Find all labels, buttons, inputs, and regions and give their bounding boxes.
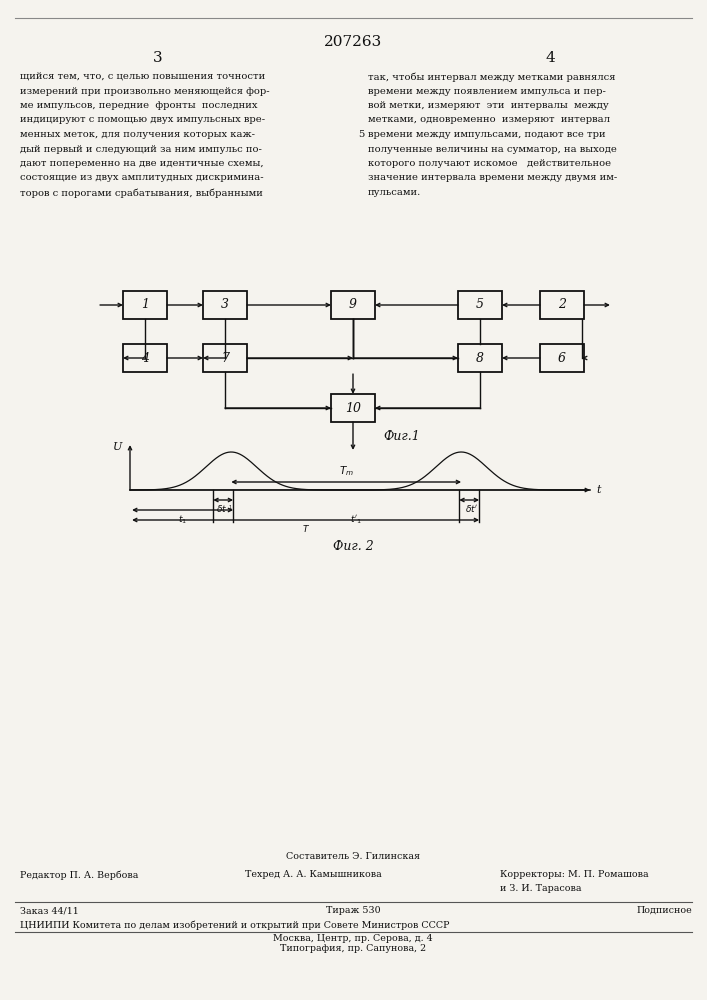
- Text: измерений при произвольно меняющейся фор-: измерений при произвольно меняющейся фор…: [20, 87, 269, 96]
- Text: 5: 5: [358, 130, 364, 139]
- Bar: [540, 344, 584, 372]
- Text: и З. И. Тарасова: и З. И. Тарасова: [500, 884, 581, 893]
- Text: 4: 4: [141, 352, 149, 364]
- Bar: [203, 344, 247, 372]
- Text: 10: 10: [345, 401, 361, 414]
- Text: состоящие из двух амплитудных дискримина-: состоящие из двух амплитудных дискримина…: [20, 174, 264, 182]
- Text: Тираж 530: Тираж 530: [326, 906, 380, 915]
- Text: 7: 7: [221, 352, 229, 364]
- Bar: [123, 344, 167, 372]
- Text: пульсами.: пульсами.: [368, 188, 421, 197]
- Text: Заказ 44/11: Заказ 44/11: [20, 906, 78, 915]
- Text: вой метки, измеряют  эти  интервалы  между: вой метки, измеряют эти интервалы между: [368, 101, 609, 110]
- Text: 3: 3: [221, 298, 229, 312]
- Text: метками, одновременно  измеряют  интервал: метками, одновременно измеряют интервал: [368, 115, 610, 124]
- Text: Подписное: Подписное: [636, 906, 692, 915]
- Text: $\delta t$: $\delta t$: [216, 503, 227, 514]
- Text: 2: 2: [558, 298, 566, 312]
- Text: $T$: $T$: [302, 523, 310, 534]
- Text: $t'_1$: $t'_1$: [350, 513, 361, 526]
- Text: U: U: [112, 442, 122, 452]
- Text: индицируют с помощью двух импульсных вре-: индицируют с помощью двух импульсных вре…: [20, 115, 265, 124]
- Bar: [123, 291, 167, 319]
- Text: $_1$: $_1$: [228, 503, 233, 512]
- Text: времени между появлением импульса и пер-: времени между появлением импульса и пер-: [368, 87, 606, 96]
- Text: 8: 8: [476, 352, 484, 364]
- Bar: [331, 291, 375, 319]
- Bar: [331, 394, 375, 422]
- Text: ме импульсов, передние  фронты  последних: ме импульсов, передние фронты последних: [20, 101, 257, 110]
- Text: $\delta t'$: $\delta t'$: [464, 503, 478, 514]
- Text: 1: 1: [141, 298, 149, 312]
- Text: t: t: [596, 485, 600, 495]
- Text: 5: 5: [476, 298, 484, 312]
- Text: 9: 9: [349, 298, 357, 312]
- Text: 3: 3: [153, 51, 163, 65]
- Text: 4: 4: [545, 51, 555, 65]
- Text: Техред А. А. Камышникова: Техред А. А. Камышникова: [245, 870, 382, 879]
- Text: торов с порогами срабатывания, выбранными: торов с порогами срабатывания, выбранным…: [20, 188, 263, 198]
- Text: Корректоры: М. П. Ромашова: Корректоры: М. П. Ромашова: [500, 870, 648, 879]
- Bar: [458, 344, 502, 372]
- Text: так, чтобы интервал между метками равнялся: так, чтобы интервал между метками равнял…: [368, 72, 616, 82]
- Text: значение интервала времени между двумя им-: значение интервала времени между двумя и…: [368, 174, 617, 182]
- Text: ЦНИИПИ Комитета по делам изобретений и открытий при Совете Министров СССР: ЦНИИПИ Комитета по делам изобретений и о…: [20, 920, 450, 930]
- Text: Типография, пр. Сапунова, 2: Типография, пр. Сапунова, 2: [280, 944, 426, 953]
- Text: $T_m$: $T_m$: [339, 464, 354, 478]
- Text: времени между импульсами, подают все три: времени между импульсами, подают все три: [368, 130, 606, 139]
- Text: Фиг. 2: Фиг. 2: [332, 540, 373, 553]
- Text: полученные величины на сумматор, на выходе: полученные величины на сумматор, на выхо…: [368, 144, 617, 153]
- Text: дый первый и следующий за ним импульс по-: дый первый и следующий за ним импульс по…: [20, 144, 262, 153]
- Text: 207263: 207263: [324, 35, 382, 49]
- Text: Фиг.1: Фиг.1: [383, 430, 420, 444]
- Text: 6: 6: [558, 352, 566, 364]
- Text: Москва, Центр, пр. Серова, д. 4: Москва, Центр, пр. Серова, д. 4: [273, 934, 433, 943]
- Text: $t_1$: $t_1$: [178, 513, 187, 526]
- Bar: [540, 291, 584, 319]
- Bar: [458, 291, 502, 319]
- Text: Составитель Э. Гилинская: Составитель Э. Гилинская: [286, 852, 420, 861]
- Text: менных меток, для получения которых каж-: менных меток, для получения которых каж-: [20, 130, 255, 139]
- Text: дают попеременно на две идентичные схемы,: дают попеременно на две идентичные схемы…: [20, 159, 264, 168]
- Text: Редактор П. А. Вербова: Редактор П. А. Вербова: [20, 870, 139, 880]
- Text: щийся тем, что, с целью повышения точности: щийся тем, что, с целью повышения точнос…: [20, 72, 265, 81]
- Bar: [203, 291, 247, 319]
- Text: которого получают искомое   действительное: которого получают искомое действительное: [368, 159, 611, 168]
